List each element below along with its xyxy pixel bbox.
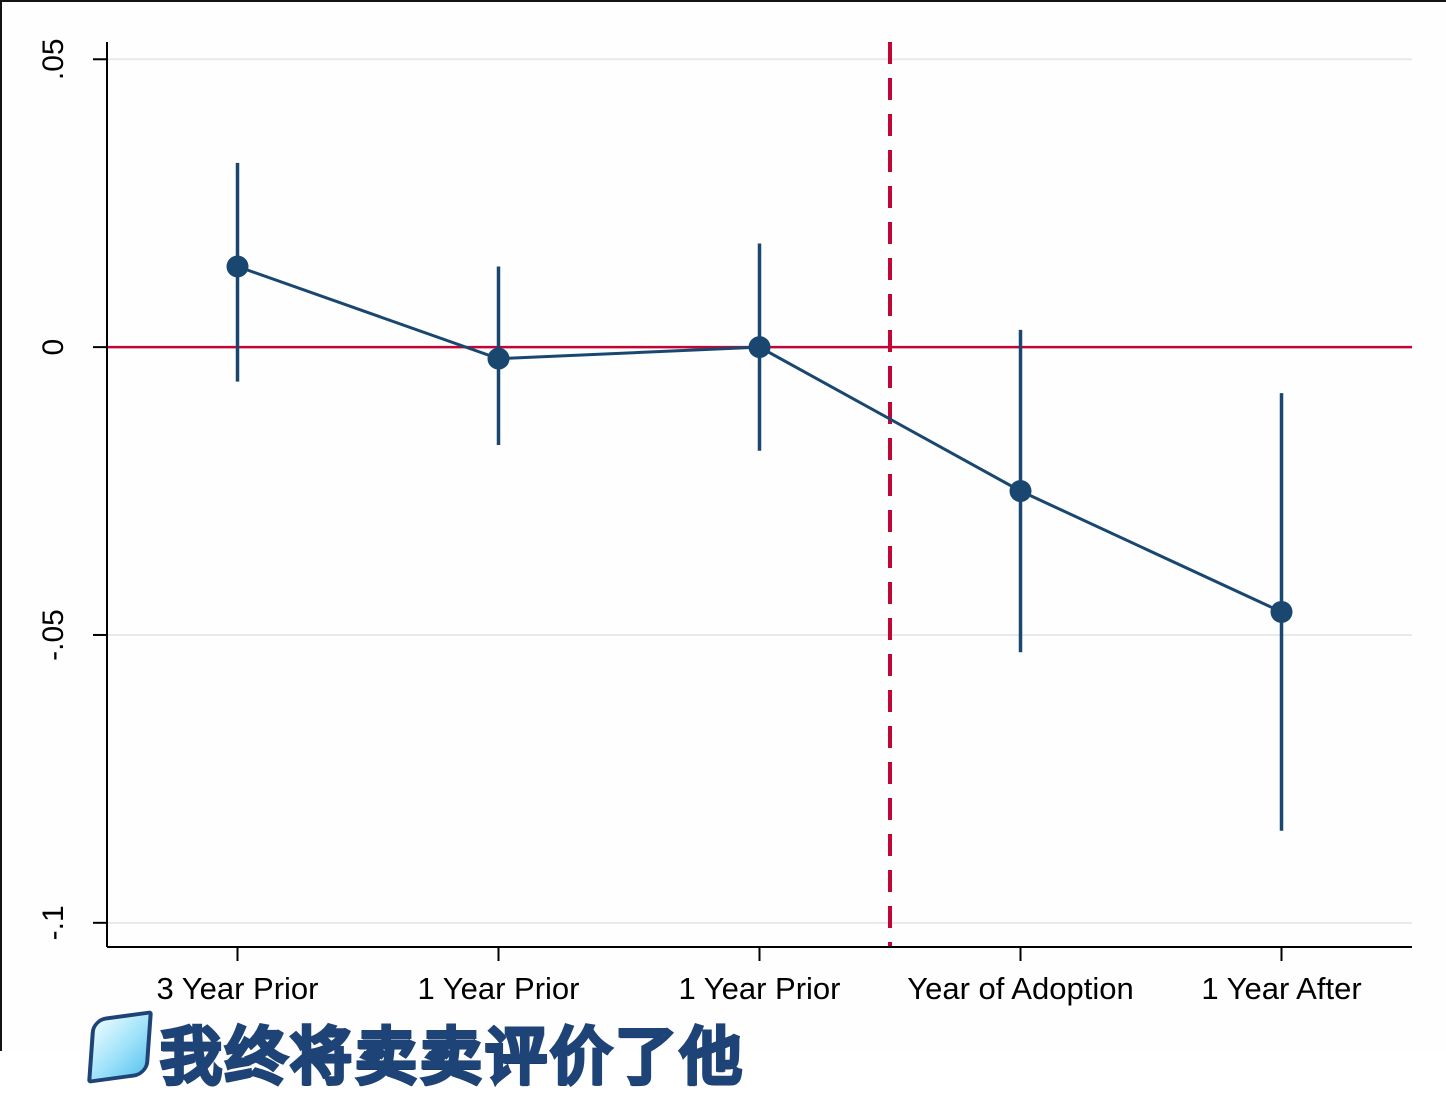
y-tick-label: -.05 — [37, 609, 70, 661]
x-tick-label: 3 Year Prior — [157, 971, 319, 1006]
point-estimate — [226, 255, 249, 278]
x-tick-label: 1 Year After — [1201, 971, 1361, 1006]
y-tick-label: -.1 — [37, 905, 70, 940]
point-estimate — [748, 336, 771, 359]
y-tick-label: .05 — [37, 38, 70, 80]
point-estimate — [1009, 480, 1032, 503]
point-estimate — [1270, 600, 1293, 623]
event-study-chart: .05 0 -.05 -.1 3 Year Prior 1 Year Prior 1 Yea… — [37, 38, 1412, 1006]
y-tick-label: 0 — [37, 339, 70, 356]
x-tick-label: 1 Year Prior — [418, 971, 580, 1006]
x-tick-label: Year of Adoption — [907, 971, 1133, 1006]
x-tick-label: 1 Year Prior — [679, 971, 841, 1006]
caption: 我终将卖卖评价了他 — [87, 1006, 746, 1096]
caption-text: 我终将卖卖评价了他 — [158, 1022, 746, 1094]
point-estimate — [487, 347, 510, 370]
caption-decoration-icon — [87, 1010, 153, 1084]
